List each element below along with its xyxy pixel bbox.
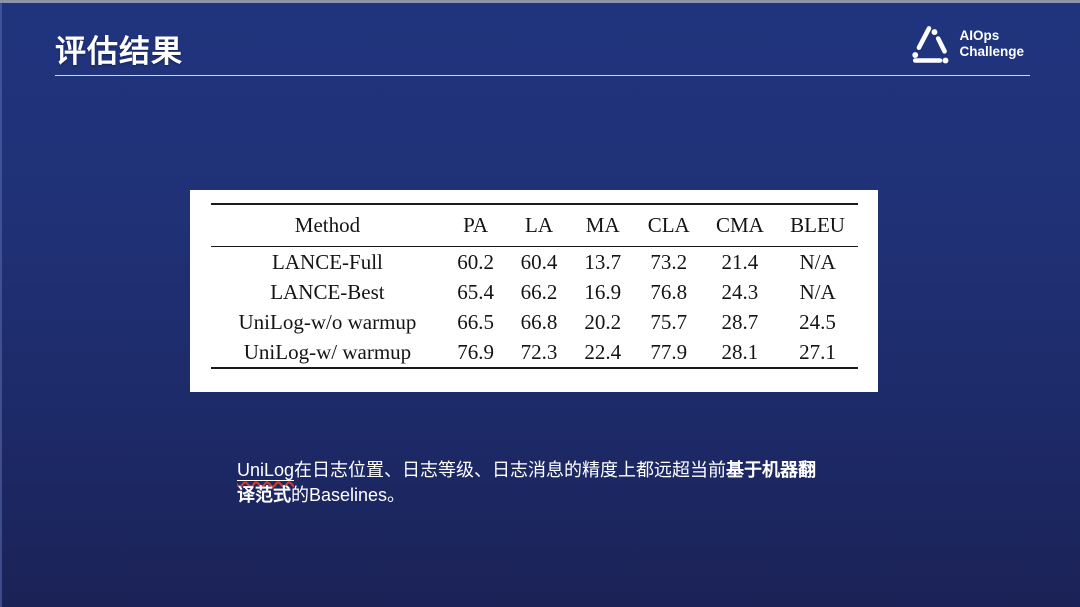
caption-bold-1: 基于机器翻 [726,460,817,480]
table-header-row: Method PA LA MA CLA CMA BLEU [211,204,858,247]
logo-text-line2: Challenge [959,44,1024,59]
caption-bold-2: 译范式 [237,485,291,505]
table-cell: 60.2 [457,250,494,274]
table-cell: 66.2 [520,280,558,304]
table-cell: 65.4 [457,280,494,304]
table-cell: N/A [799,250,836,274]
window-top-edge [0,0,1080,3]
table-cell: 66.8 [520,310,558,334]
table-row: LANCE-Full 60.2 60.4 13.7 73.2 21.4 N/A [211,247,858,278]
column-header-la: LA [525,213,553,237]
table-cell: 22.4 [584,340,622,364]
table-cell: 77.9 [650,340,688,364]
table-row: UniLog-w/ warmup 76.9 72.3 22.4 77.9 28.… [211,337,858,368]
method-cell: LANCE-Full [272,250,383,274]
results-table-card: Method PA LA MA CLA CMA BLEU LANCE-Full … [190,190,878,392]
method-cell: UniLog-w/o warmup [238,310,417,334]
table-cell: 72.3 [520,340,558,364]
caption-regular-2: 的Baselines。 [291,485,406,505]
table-cell: 28.1 [721,340,759,364]
column-header-bleu: BLEU [790,213,845,237]
results-table: Method PA LA MA CLA CMA BLEU LANCE-Full … [211,203,858,369]
column-header-cla: CLA [647,213,690,237]
method-cell: UniLog-w/ warmup [243,340,412,364]
table-cell: 16.9 [584,280,622,304]
window-left-edge [0,3,2,607]
column-header-ma: MA [585,213,620,237]
column-header-cma: CMA [715,213,764,237]
table-cell: 27.1 [799,340,836,364]
caption-text: UniLog在日志位置、日志等级、日志消息的精度上都远超当前基于机器翻 译范式的… [237,458,877,508]
column-header-method: Method [294,213,361,237]
table-cell: 24.3 [721,280,759,304]
column-header-pa: PA [463,213,489,237]
table-cell: 28.7 [721,310,759,334]
title-underline [55,75,1030,76]
page-title: 评估结果 [55,34,183,69]
table-cell: 76.9 [457,340,494,364]
table-cell: 60.4 [520,250,558,274]
unilog-underlined-term: UniLog [237,460,295,481]
table-cell: 73.2 [650,250,688,274]
table-cell: 20.2 [584,310,622,334]
table-cell: 76.8 [650,280,688,304]
table-row: LANCE-Best 65.4 66.2 16.9 76.8 24.3 N/A [211,277,858,307]
aiops-triangle-icon [912,26,949,64]
table-cell: 75.7 [650,310,688,334]
table-cell: N/A [799,280,836,304]
table-cell: 13.7 [584,250,622,274]
caption-regular-1: 在日志位置、日志等级、日志消息的精度上都远超当前 [294,460,727,480]
table-cell: 24.5 [799,310,836,334]
method-cell: LANCE-Best [270,280,385,304]
table-cell: 21.4 [721,250,759,274]
logo-text-line1: AIOps [959,27,1000,43]
aiops-challenge-logo: AIOps Challenge [907,22,1024,66]
table-cell: 66.5 [457,310,494,334]
logo-text: AIOps Challenge [959,28,1024,61]
table-row: UniLog-w/o warmup 66.5 66.8 20.2 75.7 28… [211,307,858,337]
